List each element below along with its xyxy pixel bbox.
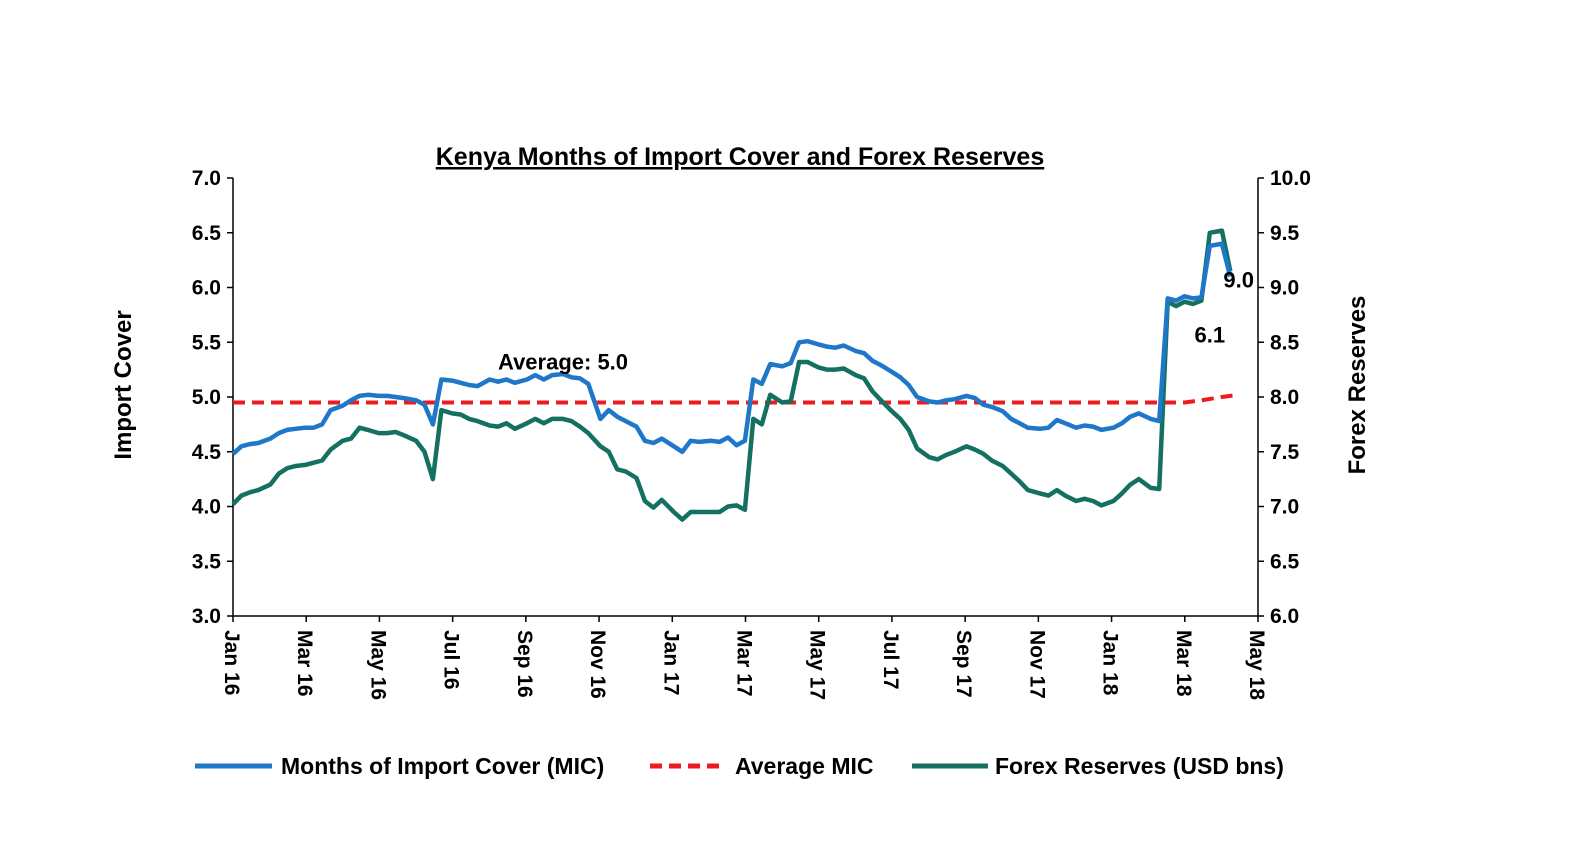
y-left-tick-label: 3.0 xyxy=(192,605,221,628)
x-tick-label: Nov 16 xyxy=(586,630,609,699)
y-right-tick-label: 7.0 xyxy=(1270,496,1299,519)
series-line xyxy=(231,228,1233,522)
y-right-tick-label: 10.0 xyxy=(1270,167,1311,190)
y-right-tick-label: 6.5 xyxy=(1270,550,1300,573)
y-left-tick-label: 3.5 xyxy=(192,550,222,573)
y-left-tick-label: 5.5 xyxy=(192,331,222,354)
y-right-tick-label: 6.0 xyxy=(1270,605,1299,628)
series-lines xyxy=(231,228,1239,522)
y-left-tick-label: 4.0 xyxy=(192,496,221,519)
annotation-label: 9.0 xyxy=(1223,268,1254,293)
annotation-label: Average: 5.0 xyxy=(498,350,628,375)
series-line xyxy=(231,241,1233,456)
legend-label: Average MIC xyxy=(735,753,873,779)
y-axis-right-title: Forex Reserves xyxy=(1344,296,1371,475)
y-right-tick-label: 8.5 xyxy=(1270,331,1300,354)
y-right-tick-label: 7.5 xyxy=(1270,441,1300,464)
legend: Months of Import Cover (MIC) Average MIC F… xyxy=(195,753,1284,779)
x-tick-label: Jan 17 xyxy=(659,630,682,695)
y-left-tick-label: 6.5 xyxy=(192,222,222,245)
series-line xyxy=(233,392,1239,405)
legend-label: Months of Import Cover (MIC) xyxy=(281,753,604,779)
y-left-tick-label: 4.5 xyxy=(192,441,222,464)
y-left-tick-label: 6.0 xyxy=(192,277,221,300)
x-tick-label: Mar 16 xyxy=(293,630,316,697)
chart-title: Kenya Months of Import Cover and Forex R… xyxy=(436,143,1044,171)
x-tick-label: Jan 16 xyxy=(220,630,243,695)
x-tick-label: Nov 17 xyxy=(1025,630,1048,699)
x-tick-label: Mar 17 xyxy=(733,630,756,697)
x-tick-label: May 18 xyxy=(1245,630,1268,700)
x-tick-label: Sep 16 xyxy=(513,630,536,698)
legend-label: Forex Reserves (USD bns) xyxy=(995,753,1284,779)
x-tick-label: Jul 16 xyxy=(440,630,463,690)
x-tick-label: Jul 17 xyxy=(879,630,902,690)
annotation-label: 6.1 xyxy=(1195,322,1226,347)
x-tick-label: May 16 xyxy=(366,630,389,700)
y-right-tick-label: 8.0 xyxy=(1270,386,1299,409)
y-right-tick-label: 9.5 xyxy=(1270,222,1300,245)
y-left-tick-label: 5.0 xyxy=(192,386,221,409)
y-right-tick-label: 9.0 xyxy=(1270,277,1299,300)
y-axis-left-title: Import Cover xyxy=(110,310,137,459)
y-left-tick-label: 7.0 xyxy=(192,167,221,190)
annotations: Average: 5.0 9.0 6.1 xyxy=(498,268,1254,375)
x-tick-label: Mar 18 xyxy=(1172,630,1195,697)
x-tick-label: Sep 17 xyxy=(952,630,975,698)
x-tick-label: Jan 18 xyxy=(1099,630,1122,696)
axes: 3.0 3.5 4.0 4.5 5.0 5.5 6.0 6.5 7.0 6.0 6.5 7.0 7.5 8… xyxy=(192,167,1311,700)
x-tick-label: May 17 xyxy=(806,630,829,700)
